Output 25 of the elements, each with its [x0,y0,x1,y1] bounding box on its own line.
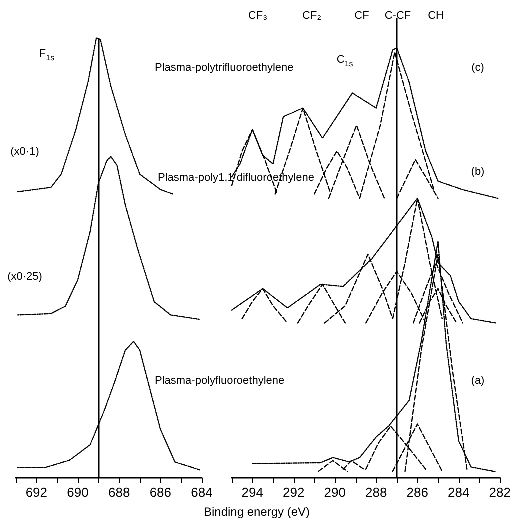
x-axis-title: Binding energy (eV) [204,505,310,519]
annotation: (x0·25) [8,271,42,283]
x-tick-label: 284 [448,485,470,500]
x-tick-label: 294 [242,485,264,500]
x-tick-label: 684 [191,485,213,500]
text: C-CF [384,10,412,22]
annotation: (x0·1) [10,146,40,158]
x-tick-label: 292 [283,485,305,500]
annotation: Plasma-polytrifluoroethylene [155,62,294,74]
x-tick-label: 290 [324,485,346,500]
x-tick-label: 686 [150,485,172,500]
annotation: (c) [472,62,484,74]
x-tick-label: 688 [108,485,130,500]
text: CF₂ [302,10,322,22]
x-tick-label: 690 [67,485,89,500]
annotation: Plasma-polyfluoroethylene [155,375,285,387]
text: CH [428,10,444,22]
annotation: (a) [471,375,485,387]
annotation: (b) [471,166,485,178]
text: CF [354,10,370,22]
x-tick-label: 692 [26,485,48,500]
x-tick-label: 288 [366,485,388,500]
x-tick-label: 286 [406,485,428,500]
text: CF₃ [248,10,268,22]
x-tick-label: 282 [489,485,512,500]
